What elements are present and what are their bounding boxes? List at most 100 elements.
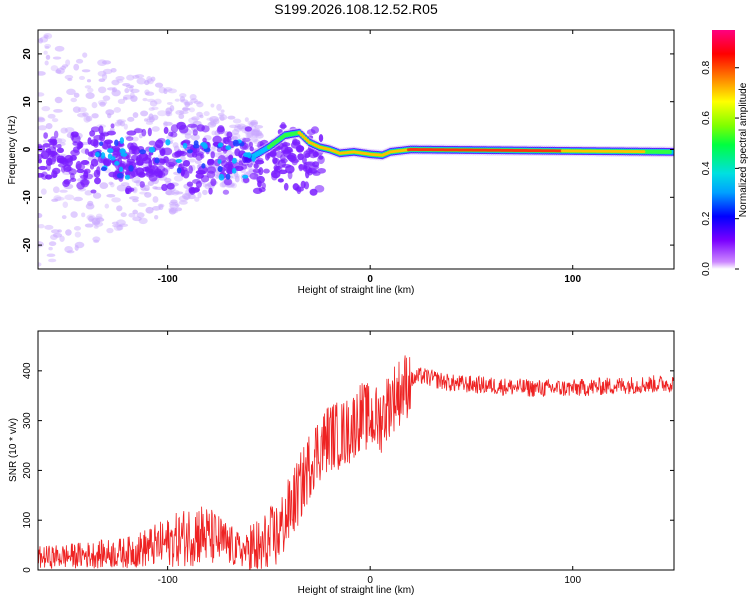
colorbar-ticks: 0.0 0.2 0.4 0.6 0.8 [701,60,739,276]
spectrogram-x-label: Height of straight line (km) [298,285,415,296]
colorbar-tick-label: 0.6 [701,111,712,125]
spectral-blob [190,98,198,103]
spectral-blob [107,113,112,119]
spectral-blob [178,150,187,157]
spectral-blob [106,130,116,136]
spectral-blob [226,167,234,175]
spectral-blob [139,181,145,188]
spectral-blob [95,151,100,158]
spectral-blob [169,203,179,209]
spectral-blob [148,107,155,111]
spectral-blob [125,136,134,142]
spectral-blob [187,149,193,154]
spectral-blob [111,79,120,86]
spectral-blob [154,215,159,220]
spectral-blob [283,182,289,191]
spectral-blob [45,122,53,130]
spectral-blob [285,164,295,174]
spectral-blob [194,196,200,202]
spectral-blob [52,186,60,194]
spectral-blob [97,70,107,77]
spectral-blob [44,224,54,230]
spectral-blob [81,212,86,218]
spectral-blob [232,139,239,145]
spectral-blob [234,175,240,183]
spectral-blob [53,195,62,202]
spectral-blob [210,151,215,159]
spectral-blob [92,220,101,226]
y-tick-label: 10 [22,96,33,108]
colorbar-tick-label: 0.0 [701,262,712,276]
spectral-blob [67,78,73,82]
spectral-blob [199,114,204,119]
spectral-blob [130,91,135,99]
spectral-blob [209,115,219,123]
spectral-blob [64,127,75,134]
spectral-blob [53,130,59,139]
spectral-blob [248,121,254,128]
spectral-blob [146,98,156,103]
spectral-blob [671,148,674,155]
spectral-blob [226,131,233,138]
spectral-blob [100,152,106,159]
spectral-blob [225,161,234,166]
spectral-blob [98,141,104,147]
spectral-blob [250,136,258,143]
spectral-blob [119,148,126,154]
spectral-blob [252,168,262,174]
spectral-blob [168,207,177,215]
spectral-blob [75,160,82,170]
spectral-blob [280,158,288,164]
spectral-blob [244,126,252,132]
spectral-blob [38,144,43,149]
spectral-blob [131,136,139,142]
spectral-blob [60,127,68,134]
spectral-blob [52,167,61,175]
spectral-blob [124,87,130,94]
spectral-blob [179,93,187,98]
spectral-blob [266,152,271,159]
spectral-blob [64,74,74,80]
spectral-blob [38,71,46,76]
spectral-blob [84,223,94,228]
spectral-blob [173,175,184,182]
spectral-blob [99,101,106,107]
spectral-blob [222,189,230,195]
y-tick-label: 0 [22,567,33,573]
spectral-blob [209,119,217,126]
spectral-blob [253,128,261,133]
spectral-blob [249,146,254,152]
spectral-blob [212,135,223,144]
spectral-blob [38,262,42,267]
spectral-blob [114,161,120,166]
spectral-blob [45,54,51,60]
spectral-blob [253,163,259,169]
spectral-blob [202,137,207,143]
spectral-blob [59,189,68,193]
spectral-blob [89,163,95,170]
spectral-blob [135,161,144,166]
spectral-blob [139,149,147,155]
spectral-blob [271,172,278,181]
y-tick-label: 100 [22,511,33,528]
spectral-blob [185,143,195,149]
spectral-blob [44,46,50,50]
spectral-blob [143,184,150,192]
spectral-blob [168,209,179,214]
spectral-blob [76,168,85,174]
spectral-blob [312,151,319,158]
spectral-blob [65,158,73,167]
spectral-blob [167,158,178,167]
spectral-blob [151,126,160,132]
spectral-blob [143,118,149,122]
spectral-blob [107,148,114,154]
spectral-blob [178,200,188,205]
colorbar-tick-label: 0.4 [701,161,712,175]
spectral-blob [73,92,80,98]
spectral-blob [194,160,202,165]
spectral-blob [231,157,237,164]
spectral-blob [92,192,102,199]
snr-series-line [38,355,674,570]
spectral-blob [182,160,191,167]
spectral-blob [128,196,139,200]
